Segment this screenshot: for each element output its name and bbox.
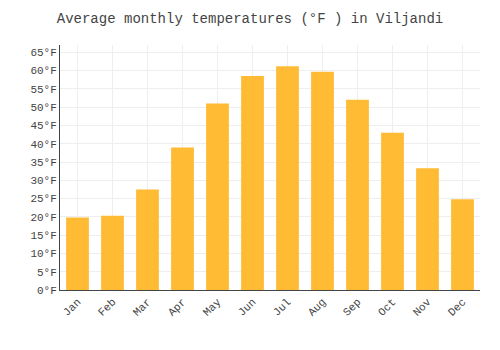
svg-text:25°F: 25°F bbox=[30, 193, 56, 205]
svg-text:Jun: Jun bbox=[236, 296, 258, 318]
svg-text:10°F: 10°F bbox=[30, 248, 56, 260]
svg-text:Mar: Mar bbox=[131, 296, 153, 318]
svg-text:Jul: Jul bbox=[271, 296, 293, 318]
svg-text:35°F: 35°F bbox=[30, 157, 56, 169]
svg-text:Nov: Nov bbox=[411, 296, 434, 319]
svg-text:0°F: 0°F bbox=[37, 285, 57, 297]
svg-text:65°F: 65°F bbox=[30, 47, 56, 59]
svg-text:20°F: 20°F bbox=[30, 212, 56, 224]
svg-text:30°F: 30°F bbox=[30, 175, 56, 187]
svg-text:May: May bbox=[201, 296, 224, 319]
svg-text:45°F: 45°F bbox=[30, 120, 56, 132]
svg-text:55°F: 55°F bbox=[30, 84, 56, 96]
svg-text:40°F: 40°F bbox=[30, 139, 56, 151]
svg-text:15°F: 15°F bbox=[30, 230, 56, 242]
svg-text:50°F: 50°F bbox=[30, 102, 56, 114]
svg-text:5°F: 5°F bbox=[37, 267, 57, 279]
svg-text:Dec: Dec bbox=[446, 296, 468, 318]
svg-text:60°F: 60°F bbox=[30, 65, 56, 77]
svg-text:Feb: Feb bbox=[96, 296, 118, 318]
svg-text:Oct: Oct bbox=[376, 296, 398, 318]
svg-text:Average monthly temperatures (: Average monthly temperatures (°F ) in Vi… bbox=[57, 11, 443, 27]
svg-text:Jan: Jan bbox=[61, 296, 83, 318]
svg-text:Apr: Apr bbox=[166, 296, 188, 318]
svg-text:Aug: Aug bbox=[306, 296, 328, 318]
svg-text:Sep: Sep bbox=[341, 296, 363, 318]
